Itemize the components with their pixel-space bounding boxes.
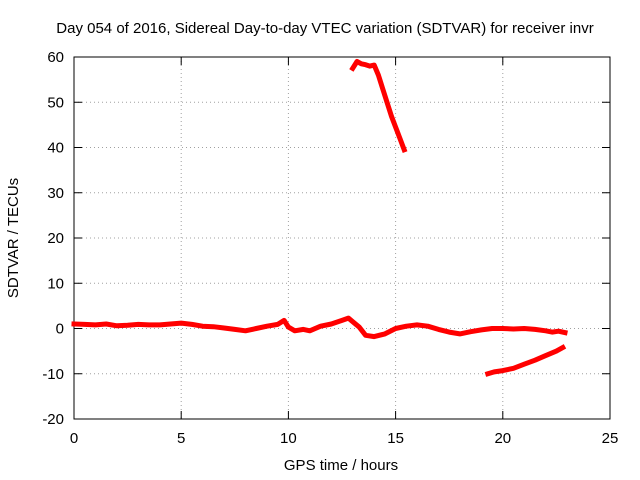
y-tick-label: 20 [47, 230, 64, 247]
series-line-0 [71, 315, 568, 340]
x-axis-label: GPS time / hours [284, 457, 398, 474]
y-axis: -20 -10 0 10 20 30 40 50 60 [42, 49, 610, 428]
series-line-2 [484, 344, 567, 377]
x-axis: 0 5 10 15 20 25 [70, 57, 619, 447]
series-line-1 [349, 59, 408, 154]
x-tick-label: 25 [602, 430, 619, 447]
y-tick-label: 0 [56, 321, 64, 338]
chart-title: Day 054 of 2016, Sidereal Day-to-day VTE… [56, 20, 593, 37]
x-tick-label: 15 [387, 430, 404, 447]
x-tick-label: 10 [280, 430, 297, 447]
y-axis-label: SDTVAR / TECUs [5, 178, 22, 298]
y-tick-label: 50 [47, 94, 64, 111]
grid [74, 57, 610, 419]
y-tick-label: 60 [47, 49, 64, 66]
series-group [71, 59, 568, 377]
y-tick-label: -20 [42, 411, 64, 428]
y-tick-label: 30 [47, 185, 64, 202]
x-tick-label: 5 [177, 430, 185, 447]
y-tick-label: -10 [42, 366, 64, 383]
y-tick-label: 10 [47, 275, 64, 292]
y-tick-label: 40 [47, 140, 64, 157]
x-tick-label: 0 [70, 430, 78, 447]
x-tick-label: 20 [494, 430, 511, 447]
